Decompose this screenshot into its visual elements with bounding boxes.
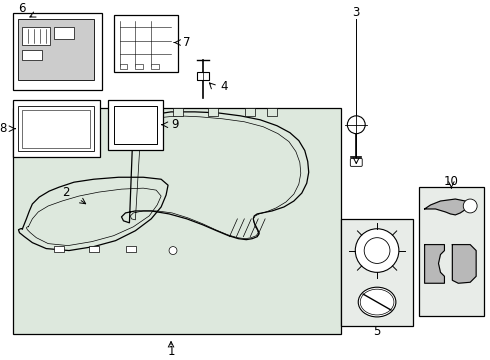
Text: 6: 6 bbox=[19, 3, 26, 15]
Polygon shape bbox=[425, 199, 468, 215]
Bar bbox=[108, 100, 163, 149]
Circle shape bbox=[347, 116, 365, 134]
Bar bbox=[151, 64, 159, 69]
Bar bbox=[23, 50, 42, 60]
Text: 10: 10 bbox=[444, 175, 459, 188]
Bar bbox=[126, 246, 136, 252]
Bar bbox=[208, 108, 218, 116]
Bar bbox=[13, 13, 102, 90]
Polygon shape bbox=[452, 244, 476, 283]
Text: 4: 4 bbox=[220, 80, 228, 93]
Bar bbox=[135, 64, 143, 69]
Text: 3: 3 bbox=[353, 6, 360, 19]
Text: 5: 5 bbox=[373, 325, 381, 338]
Ellipse shape bbox=[358, 287, 396, 317]
Bar bbox=[19, 106, 94, 152]
Polygon shape bbox=[425, 244, 444, 283]
Circle shape bbox=[364, 238, 390, 264]
Bar bbox=[245, 108, 255, 116]
Bar bbox=[89, 246, 98, 252]
Bar bbox=[342, 219, 413, 326]
Bar bbox=[19, 19, 94, 80]
Bar bbox=[418, 187, 484, 316]
Bar bbox=[114, 106, 157, 144]
Bar bbox=[114, 15, 178, 72]
Bar bbox=[13, 100, 99, 157]
Circle shape bbox=[463, 199, 477, 213]
Text: 1: 1 bbox=[167, 345, 175, 358]
Bar bbox=[197, 72, 209, 80]
Bar bbox=[173, 108, 183, 116]
Bar bbox=[267, 108, 277, 116]
Text: 9: 9 bbox=[171, 118, 178, 131]
Bar bbox=[54, 27, 74, 39]
Bar bbox=[23, 27, 50, 45]
Circle shape bbox=[355, 229, 399, 273]
Ellipse shape bbox=[360, 289, 394, 315]
Circle shape bbox=[169, 247, 177, 255]
Bar bbox=[54, 246, 64, 252]
FancyBboxPatch shape bbox=[350, 158, 362, 166]
Bar bbox=[13, 108, 342, 334]
Text: 8: 8 bbox=[0, 122, 6, 135]
Text: 7: 7 bbox=[183, 36, 191, 49]
Bar bbox=[23, 110, 90, 148]
Bar bbox=[120, 64, 127, 69]
Text: 2: 2 bbox=[62, 186, 70, 199]
